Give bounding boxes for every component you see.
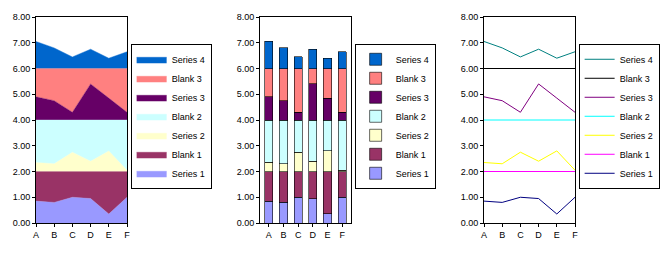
svg-text:6.00: 6.00 [461, 64, 479, 74]
svg-text:0.00: 0.00 [13, 218, 31, 228]
svg-text:1.00: 1.00 [237, 192, 255, 202]
svg-text:E: E [554, 230, 560, 240]
svg-text:D: D [310, 230, 317, 240]
svg-text:A: A [266, 230, 272, 240]
svg-text:F: F [572, 230, 578, 240]
svg-text:Series 2: Series 2 [172, 131, 205, 141]
svg-text:4.00: 4.00 [237, 115, 255, 125]
svg-text:Blank 2: Blank 2 [172, 112, 202, 122]
svg-text:Series 4: Series 4 [396, 55, 429, 65]
svg-text:1.00: 1.00 [13, 192, 31, 202]
svg-text:B: B [280, 230, 286, 240]
svg-text:Series 2: Series 2 [620, 131, 653, 141]
svg-text:A: A [33, 230, 39, 240]
svg-text:Series 1: Series 1 [172, 169, 205, 179]
svg-text:0.00: 0.00 [461, 218, 479, 228]
svg-text:3.00: 3.00 [461, 141, 479, 151]
svg-text:F: F [124, 230, 130, 240]
svg-text:0.00: 0.00 [237, 218, 255, 228]
svg-text:C: C [295, 230, 302, 240]
svg-text:Blank 3: Blank 3 [620, 74, 650, 84]
svg-text:1.00: 1.00 [461, 192, 479, 202]
svg-text:C: C [517, 230, 524, 240]
svg-text:Series 1: Series 1 [620, 169, 653, 179]
svg-text:B: B [51, 230, 57, 240]
svg-text:2.00: 2.00 [461, 167, 479, 177]
svg-text:5.00: 5.00 [461, 89, 479, 99]
svg-text:2.00: 2.00 [13, 167, 31, 177]
svg-text:Series 3: Series 3 [172, 93, 205, 103]
svg-text:Series 3: Series 3 [396, 93, 429, 103]
svg-text:Blank 3: Blank 3 [396, 74, 426, 84]
svg-text:Blank 1: Blank 1 [620, 150, 650, 160]
svg-text:8.00: 8.00 [461, 12, 479, 22]
svg-text:Series 4: Series 4 [620, 55, 653, 65]
svg-text:Blank 2: Blank 2 [396, 112, 426, 122]
svg-text:Blank 1: Blank 1 [172, 150, 202, 160]
svg-text:B: B [499, 230, 505, 240]
svg-text:D: D [87, 230, 94, 240]
svg-text:6.00: 6.00 [13, 64, 31, 74]
svg-text:3.00: 3.00 [237, 141, 255, 151]
svg-text:4.00: 4.00 [461, 115, 479, 125]
svg-text:F: F [339, 230, 345, 240]
svg-text:E: E [106, 230, 112, 240]
svg-text:A: A [481, 230, 487, 240]
svg-text:7.00: 7.00 [13, 38, 31, 48]
svg-text:Series 3: Series 3 [620, 93, 653, 103]
svg-text:Blank 3: Blank 3 [172, 74, 202, 84]
svg-text:6.00: 6.00 [237, 64, 255, 74]
svg-text:Series 4: Series 4 [172, 55, 205, 65]
svg-text:Blank 2: Blank 2 [620, 112, 650, 122]
svg-text:C: C [69, 230, 76, 240]
svg-text:Series 2: Series 2 [396, 131, 429, 141]
svg-text:2.00: 2.00 [237, 167, 255, 177]
svg-text:4.00: 4.00 [13, 115, 31, 125]
svg-text:8.00: 8.00 [237, 12, 255, 22]
svg-text:Series 1: Series 1 [396, 169, 429, 179]
svg-text:7.00: 7.00 [237, 38, 255, 48]
svg-text:D: D [535, 230, 542, 240]
svg-text:7.00: 7.00 [461, 38, 479, 48]
svg-text:E: E [325, 230, 331, 240]
svg-text:5.00: 5.00 [237, 89, 255, 99]
svg-text:5.00: 5.00 [13, 89, 31, 99]
svg-text:Blank 1: Blank 1 [396, 150, 426, 160]
svg-text:8.00: 8.00 [13, 12, 31, 22]
svg-text:3.00: 3.00 [13, 141, 31, 151]
